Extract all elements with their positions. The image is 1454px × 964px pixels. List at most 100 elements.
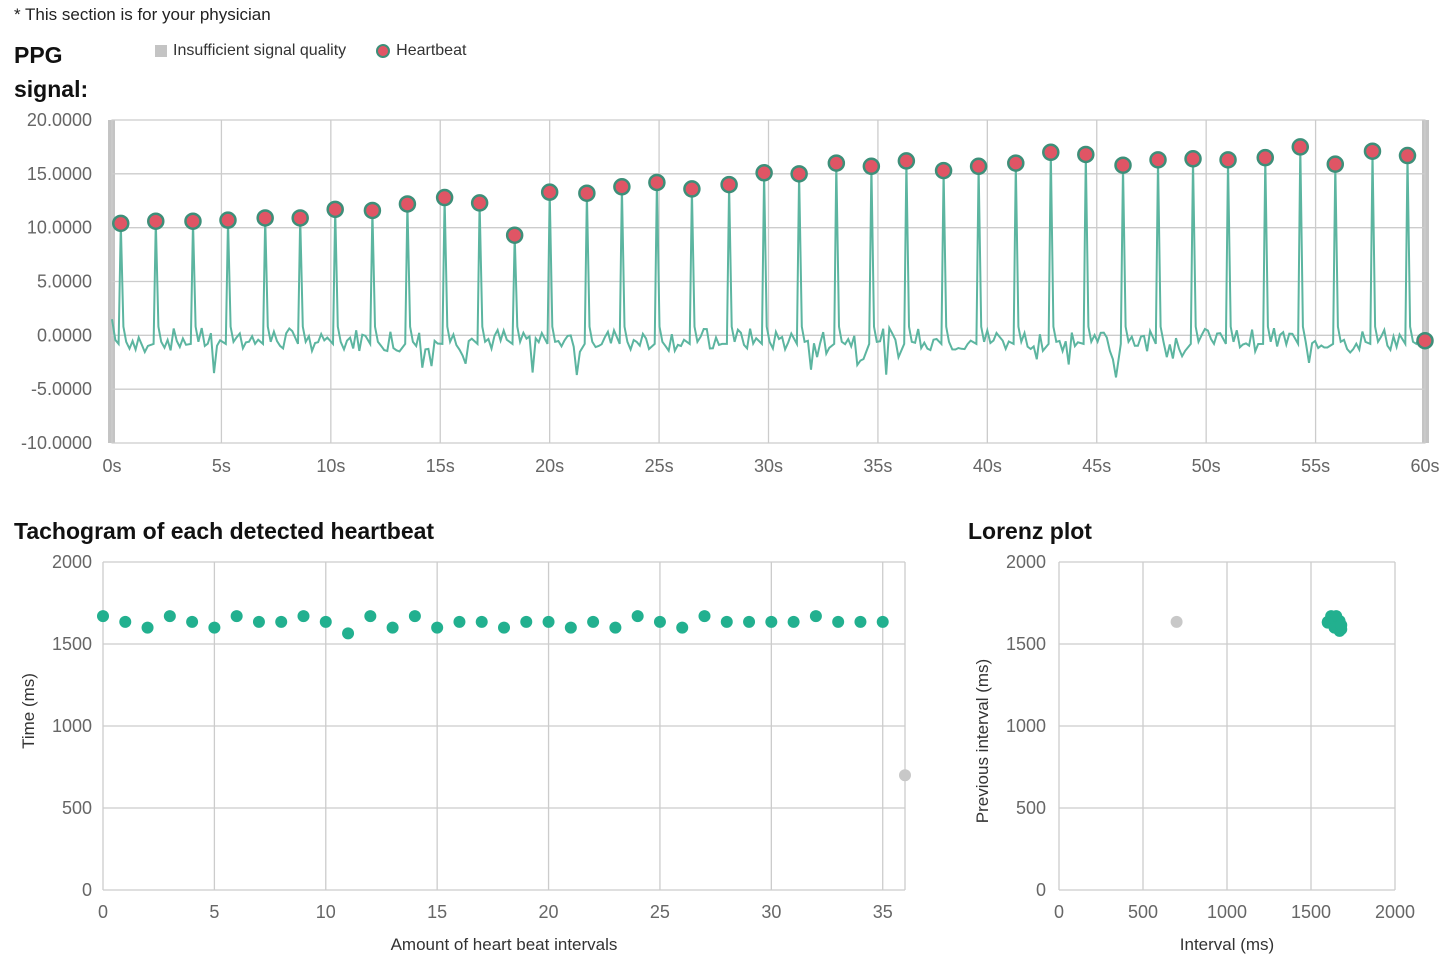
heartbeat-marker bbox=[1363, 142, 1382, 160]
heartbeat-marker bbox=[1149, 151, 1167, 169]
tacho-x-tick: 5 bbox=[209, 902, 219, 922]
ppg-x-tick: 20s bbox=[535, 456, 564, 476]
tacho-point bbox=[899, 769, 911, 782]
lorenz-x-label: Interval (ms) bbox=[1180, 935, 1274, 954]
heartbeat-marker bbox=[291, 209, 309, 227]
tacho-point bbox=[720, 615, 733, 628]
tacho-point bbox=[542, 615, 555, 628]
tacho-y-tick: 1500 bbox=[52, 634, 92, 654]
tacho-point bbox=[653, 615, 666, 628]
lorenz-x-tick: 0 bbox=[1054, 902, 1064, 922]
heartbeat-marker bbox=[184, 212, 202, 230]
ppg-x-tick: 55s bbox=[1301, 456, 1330, 476]
ppg-y-tick: -10.0000 bbox=[21, 433, 92, 453]
tacho-x-tick: 35 bbox=[873, 902, 893, 922]
heartbeat-marker bbox=[1326, 155, 1345, 173]
heartbeat-marker bbox=[326, 200, 344, 219]
tacho-point bbox=[252, 615, 265, 628]
lorenz-y-tick: 1500 bbox=[1006, 634, 1046, 654]
heartbeat-marker bbox=[112, 214, 130, 233]
tacho-point bbox=[498, 621, 510, 634]
ppg-x-tick: 10s bbox=[316, 456, 345, 476]
legend-insufficient[interactable]: Insufficient signal quality bbox=[155, 42, 346, 60]
tacho-x-tick: 30 bbox=[761, 902, 781, 922]
insufficient-swatch-icon bbox=[155, 45, 167, 57]
tacho-point bbox=[832, 615, 845, 628]
tacho-point bbox=[319, 615, 332, 628]
tacho-point bbox=[676, 621, 689, 634]
tacho-x-tick: 10 bbox=[316, 902, 336, 922]
tacho-y-tick: 2000 bbox=[52, 552, 92, 572]
ppg-y-tick: -5.0000 bbox=[31, 379, 92, 399]
heartbeat-marker bbox=[578, 184, 596, 202]
tacho-point bbox=[453, 615, 466, 628]
tacho-point bbox=[809, 610, 822, 623]
heartbeat-marker bbox=[1291, 138, 1310, 156]
ppg-x-tick: 50s bbox=[1192, 456, 1221, 476]
ppg-x-tick: 5s bbox=[212, 456, 231, 476]
ppg-x-tick: 40s bbox=[973, 456, 1002, 476]
ppg-y-tick: 15.0000 bbox=[27, 164, 92, 184]
tacho-point bbox=[854, 615, 867, 628]
heartbeat-marker bbox=[969, 157, 988, 176]
legend-heartbeat[interactable]: Heartbeat bbox=[376, 42, 466, 60]
tacho-point bbox=[564, 621, 577, 634]
tacho-point bbox=[230, 610, 243, 623]
ppg-y-tick: 10.0000 bbox=[27, 218, 92, 238]
ppg-x-tick: 30s bbox=[754, 456, 783, 476]
tacho-point bbox=[275, 615, 288, 628]
tacho-point bbox=[475, 615, 488, 628]
ppg-title: PPG signal: bbox=[14, 42, 89, 102]
heartbeat-marker bbox=[755, 164, 773, 182]
heartbeat-marker bbox=[1184, 150, 1202, 168]
heartbeat-marker bbox=[1077, 145, 1095, 164]
heartbeat-dot-icon bbox=[376, 44, 391, 58]
legend-heartbeat-label: Heartbeat bbox=[396, 42, 467, 59]
tacho-point bbox=[97, 610, 109, 623]
tacho-x-label: Amount of heart beat intervals bbox=[391, 935, 618, 954]
tacho-x-tick: 0 bbox=[98, 902, 108, 922]
tacho-y-label: Time (ms) bbox=[19, 673, 38, 749]
tacho-point bbox=[297, 610, 310, 623]
lorenz-y-label: Previous interval (ms) bbox=[973, 659, 992, 823]
heartbeat-marker bbox=[897, 152, 916, 170]
heartbeat-marker bbox=[720, 175, 738, 194]
ppg-y-tick: 0.0000 bbox=[37, 325, 92, 345]
heartbeat-marker bbox=[1007, 154, 1025, 172]
lorenz-y-tick: 2000 bbox=[1006, 552, 1046, 572]
tacho-point bbox=[163, 610, 176, 623]
tacho-point bbox=[364, 610, 377, 623]
tacho-point bbox=[520, 615, 533, 628]
tacho-point bbox=[587, 615, 600, 628]
ppg-x-tick: 60s bbox=[1410, 456, 1439, 476]
heartbeat-marker bbox=[147, 212, 165, 230]
heartbeat-marker bbox=[648, 173, 666, 192]
heartbeat-marker bbox=[790, 165, 808, 183]
tacho-point bbox=[186, 615, 199, 628]
ppg-x-tick: 35s bbox=[863, 456, 892, 476]
tacho-point bbox=[119, 615, 132, 628]
lorenz-x-tick: 2000 bbox=[1375, 902, 1415, 922]
lorenz-y-tick: 1000 bbox=[1006, 716, 1046, 736]
tacho-x-tick: 15 bbox=[427, 902, 447, 922]
tachogram-title: Tachogram of each detected heartbeat bbox=[14, 518, 435, 544]
heartbeat-marker bbox=[1042, 143, 1060, 162]
ppg-legend: Insufficient signal quality Heartbeat bbox=[155, 42, 466, 60]
ppg-signal-line bbox=[111, 146, 1426, 378]
heartbeat-marker bbox=[683, 180, 701, 198]
tacho-point bbox=[698, 610, 711, 623]
tacho-point bbox=[743, 615, 756, 628]
heartbeat-marker bbox=[613, 178, 631, 196]
lorenz-point bbox=[1170, 615, 1183, 628]
tacho-y-tick: 500 bbox=[62, 798, 92, 818]
ppg-x-tick: 45s bbox=[1082, 456, 1111, 476]
tacho-point bbox=[431, 621, 444, 634]
legend-insufficient-label: Insufficient signal quality bbox=[173, 42, 347, 59]
tacho-x-tick: 20 bbox=[539, 902, 559, 922]
heartbeat-marker bbox=[435, 188, 454, 207]
tacho-x-tick: 25 bbox=[650, 902, 670, 922]
heartbeat-marker bbox=[862, 157, 881, 176]
heartbeat-marker bbox=[540, 183, 559, 201]
lorenz-point bbox=[1335, 619, 1348, 632]
ppg-y-tick: 20.0000 bbox=[27, 110, 92, 130]
